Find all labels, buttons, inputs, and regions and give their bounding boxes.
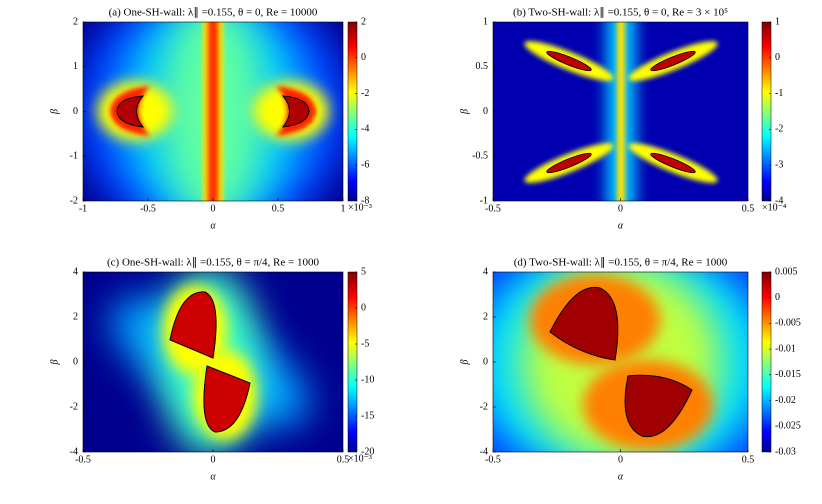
colorbar-tick-label: 2	[361, 16, 366, 27]
y-tick-label: 4	[483, 266, 488, 277]
y-tick-label: 2	[73, 16, 78, 27]
chart-title: (c) One-SH-wall: λ∥ =0.155, θ = π/4, Re …	[107, 257, 319, 269]
colorbar-tick-label: -4	[361, 124, 369, 135]
colorbar-tick-label: -4	[775, 195, 783, 206]
colorbar-tick-label: -0.02	[775, 395, 796, 406]
x-tick-label: 0.5	[742, 454, 755, 465]
y-tick-label: 1	[483, 16, 488, 27]
colorbar-tick-label: -0.005	[775, 318, 801, 329]
colorbar-tick-label: -15	[361, 410, 374, 421]
colorbar-tick-label: 0.005	[775, 266, 798, 277]
colorbar-tick-label: -0.025	[775, 421, 801, 432]
y-tick-label: 0	[483, 356, 488, 367]
colorbar-tick-label: -0.015	[775, 369, 801, 380]
chart-title: (b) Two-SH-wall: λ∥ =0.155, θ = 0, Re = …	[513, 7, 728, 19]
x-tick-label: 0.5	[337, 454, 350, 465]
colorbar-tick-label: -0.01	[775, 343, 796, 354]
colorbar-tick-label: 0	[775, 52, 780, 63]
colorbar-tick-label: 0	[775, 292, 780, 303]
colorbar-tick-label: 1	[775, 16, 780, 27]
colorbar	[347, 21, 358, 202]
field-a	[83, 22, 343, 201]
x-tick-label: -1	[79, 203, 87, 214]
y-tick-label: 4	[73, 266, 78, 277]
x-tick-label: -0.5	[485, 454, 501, 465]
y-tick-label: -4	[70, 446, 78, 457]
colorbar	[761, 21, 772, 202]
colorbar-exponent: ×10⁻³	[348, 202, 372, 213]
colorbar-tick-label: -10	[361, 374, 374, 385]
y-tick-label: -1	[480, 195, 488, 206]
y-tick-label: 0	[73, 356, 78, 367]
y-axis-label: β	[49, 109, 60, 115]
y-tick-label: -0.5	[472, 151, 488, 162]
field-d	[493, 272, 748, 452]
colorbar-tick-label: -5	[361, 338, 369, 349]
x-tick-label: 0	[618, 454, 623, 465]
colorbar	[347, 271, 358, 453]
x-tick-label: -0.5	[485, 203, 501, 214]
x-tick-label: 0	[211, 203, 216, 214]
x-axis-label: α	[210, 471, 216, 482]
colorbar-tick-label: -0.03	[775, 446, 796, 457]
x-axis-label: α	[618, 471, 624, 482]
x-tick-label: 0	[211, 454, 216, 465]
colorbar	[761, 271, 772, 453]
x-tick-label: 0.5	[272, 203, 285, 214]
x-tick-label: -0.5	[75, 454, 91, 465]
y-tick-label: 1	[73, 61, 78, 72]
y-axis-label: β	[459, 109, 470, 115]
colorbar-tick-label: -8	[361, 195, 369, 206]
y-axis-label: β	[459, 359, 470, 365]
field-c	[83, 272, 343, 452]
colorbar-tick-label: 5	[361, 266, 366, 277]
colorbar-tick-label: -6	[361, 159, 369, 170]
y-tick-label: -4	[480, 446, 488, 457]
colorbar-tick-label: -2	[775, 124, 783, 135]
y-tick-label: -2	[70, 401, 78, 412]
x-axis-label: α	[618, 220, 624, 231]
field-b	[493, 22, 748, 201]
y-tick-label: -2	[480, 401, 488, 412]
y-tick-label: -2	[70, 195, 78, 206]
colorbar-tick-label: 0	[361, 52, 366, 63]
x-tick-label: 1	[341, 203, 346, 214]
y-tick-label: 0.5	[476, 61, 489, 72]
colorbar-exponent: ×10⁻³	[348, 453, 372, 464]
colorbar-tick-label: -2	[361, 88, 369, 99]
x-tick-label: 0.5	[742, 203, 755, 214]
y-tick-label: -1	[70, 151, 78, 162]
y-tick-label: 0	[483, 106, 488, 117]
colorbar-exponent: ×10⁻⁴	[762, 202, 787, 213]
colorbar-tick-label: -1	[775, 88, 783, 99]
colorbar-tick-label: 0	[361, 302, 366, 313]
colorbar-tick-label: -20	[361, 446, 374, 457]
y-axis-label: β	[49, 359, 60, 365]
x-axis-label: α	[210, 220, 216, 231]
x-tick-label: 0	[618, 203, 623, 214]
chart-title: (a) One-SH-wall: λ∥ =0.155, θ = 0, Re = …	[109, 7, 318, 19]
y-tick-label: 2	[73, 311, 78, 322]
chart-title: (d) Two-SH-wall: λ∥ =0.155, θ = π/4, Re …	[514, 257, 728, 269]
x-tick-label: -0.5	[140, 203, 156, 214]
y-tick-label: 2	[483, 311, 488, 322]
y-tick-label: 0	[73, 106, 78, 117]
colorbar-tick-label: -3	[775, 159, 783, 170]
